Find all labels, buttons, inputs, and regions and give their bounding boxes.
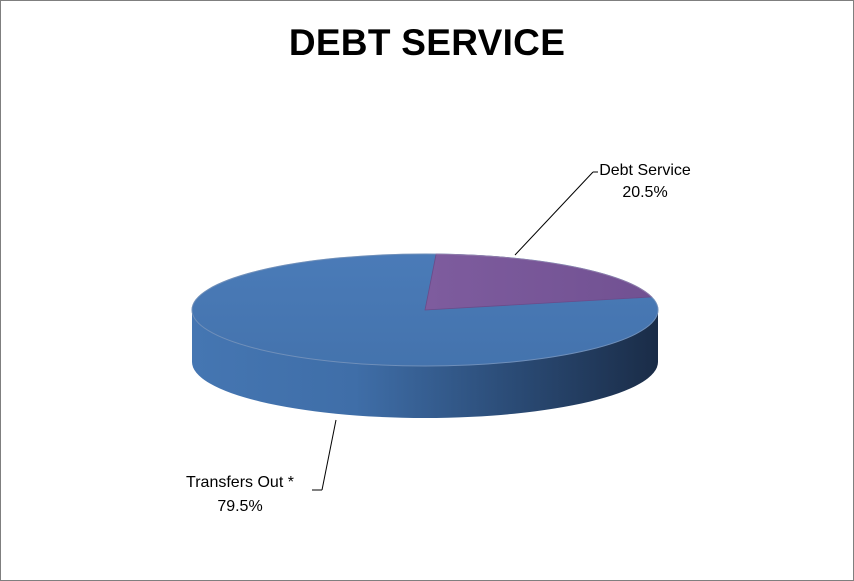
slice-side-transfers-out [192, 310, 658, 418]
pie-rim [191, 253, 659, 367]
slice-label-transfers-out-name: Transfers Out * [186, 474, 294, 491]
leader-line-transfers-out [321, 419, 337, 491]
slice-label-debt-service-name: Debt Service [599, 162, 691, 179]
slice-debt-service [424, 253, 653, 311]
slice-label-transfers-out-pct: 79.5% [217, 498, 262, 515]
chart-title: DEBT SERVICE [288, 22, 566, 63]
leader-line-debt-service [514, 171, 594, 256]
slice-label-debt-service-pct: 20.5% [622, 184, 667, 201]
